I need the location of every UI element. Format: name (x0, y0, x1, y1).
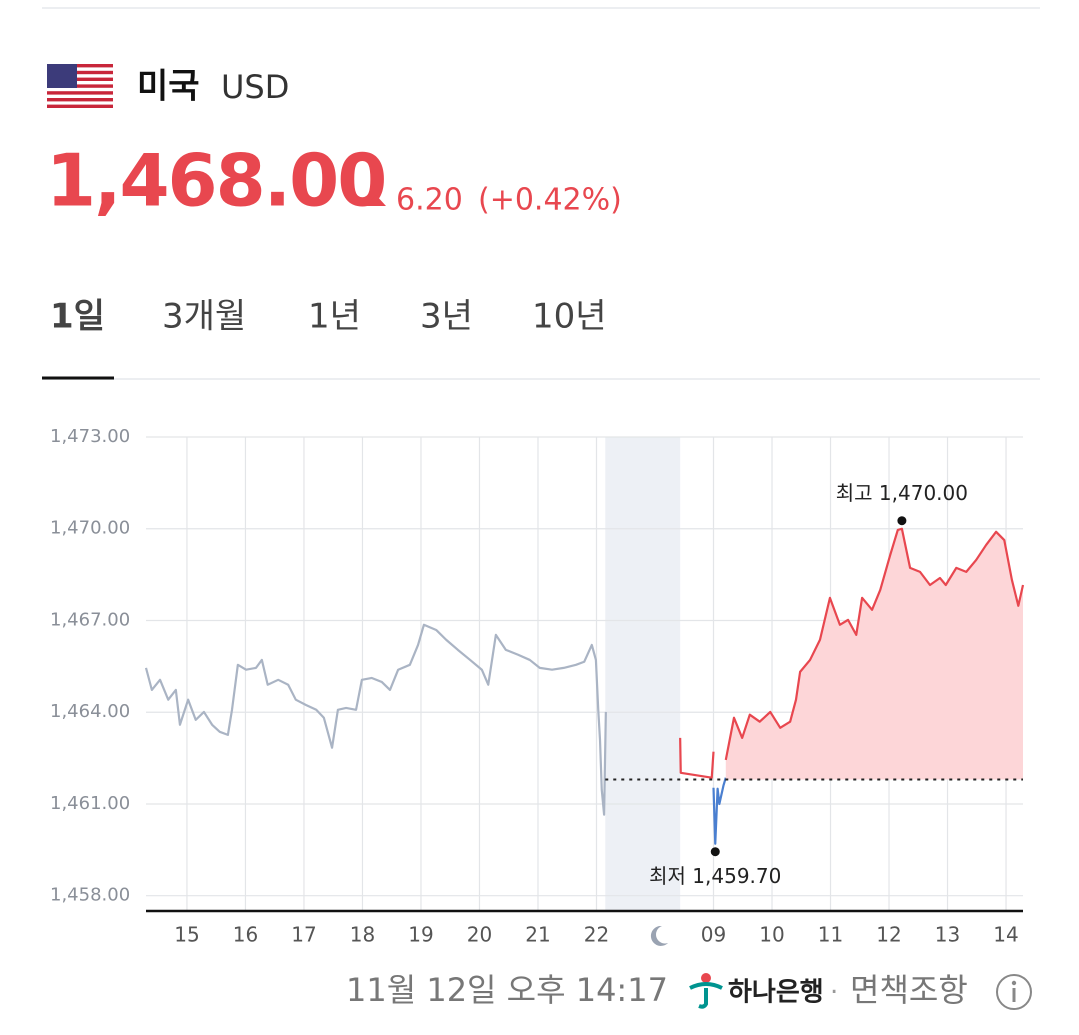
x-tick-label: 20 (467, 923, 492, 947)
night-band (605, 437, 681, 911)
x-tick-label: 16 (233, 923, 258, 947)
night-icon (650, 925, 668, 946)
period-tab[interactable]: 10년 (532, 297, 607, 337)
y-tick-label: 1,461.00 (50, 793, 130, 814)
currency-code: USD (221, 68, 289, 106)
price-line (712, 777, 727, 845)
price-line (144, 623, 607, 816)
price-line (724, 527, 1025, 761)
y-tick-label: 1,458.00 (50, 885, 130, 906)
disclaimer-link[interactable]: 면책조항 (850, 971, 968, 1009)
change-percent: (+0.42%) (478, 183, 622, 218)
extreme-label: 최고 1,470.00 (836, 481, 968, 505)
price-line (679, 737, 715, 779)
x-tick-label: 15 (174, 923, 199, 947)
bank-name: 하나은행 (728, 978, 824, 1008)
separator: · (830, 978, 838, 1008)
change: 6.20 (396, 183, 463, 218)
x-tick-label: 09 (701, 923, 726, 947)
x-tick-label: 13 (935, 923, 960, 947)
x-tick-label: 14 (993, 923, 1018, 947)
info-icon[interactable] (996, 974, 1032, 1010)
period-tab[interactable]: 3년 (420, 297, 473, 337)
x-tick-label: 22 (584, 923, 609, 947)
y-tick-label: 1,470.00 (50, 518, 130, 539)
x-tick-label: 21 (525, 923, 550, 947)
price: 1,468.00 (46, 139, 385, 223)
y-tick-label: 1,464.00 (50, 701, 130, 722)
period-tab[interactable]: 1일 (50, 297, 105, 337)
timestamp: 11월 12일 오후 14:17 (346, 971, 668, 1009)
period-tabs: 1일 3개월 1년 3년 10년 (50, 297, 607, 337)
x-tick-label: 18 (350, 923, 375, 947)
x-tick-label: 10 (759, 923, 784, 947)
y-tick-label: 1,467.00 (50, 609, 130, 630)
up-triangle (366, 195, 386, 206)
us-flag (47, 64, 113, 108)
extreme-dot (897, 516, 907, 526)
x-tick-label: 11 (818, 923, 843, 947)
x-tick-label: 19 (408, 923, 433, 947)
x-tick-label: 17 (291, 923, 316, 947)
y-tick-label: 1,473.00 (50, 426, 130, 447)
chart: 1,473.00 1,470.00 1,467.00 1,464.00 1,461.00… (50, 426, 1025, 947)
x-tick-label: 12 (876, 923, 901, 947)
extreme-dot (710, 847, 720, 857)
area (725, 528, 1023, 780)
country-name: 미국 (137, 67, 200, 107)
extreme-label: 최저 1,459.70 (649, 864, 781, 888)
period-tab[interactable]: 3개월 (162, 297, 246, 337)
period-tab[interactable]: 1년 (308, 297, 361, 337)
bank-logo (689, 973, 723, 1009)
